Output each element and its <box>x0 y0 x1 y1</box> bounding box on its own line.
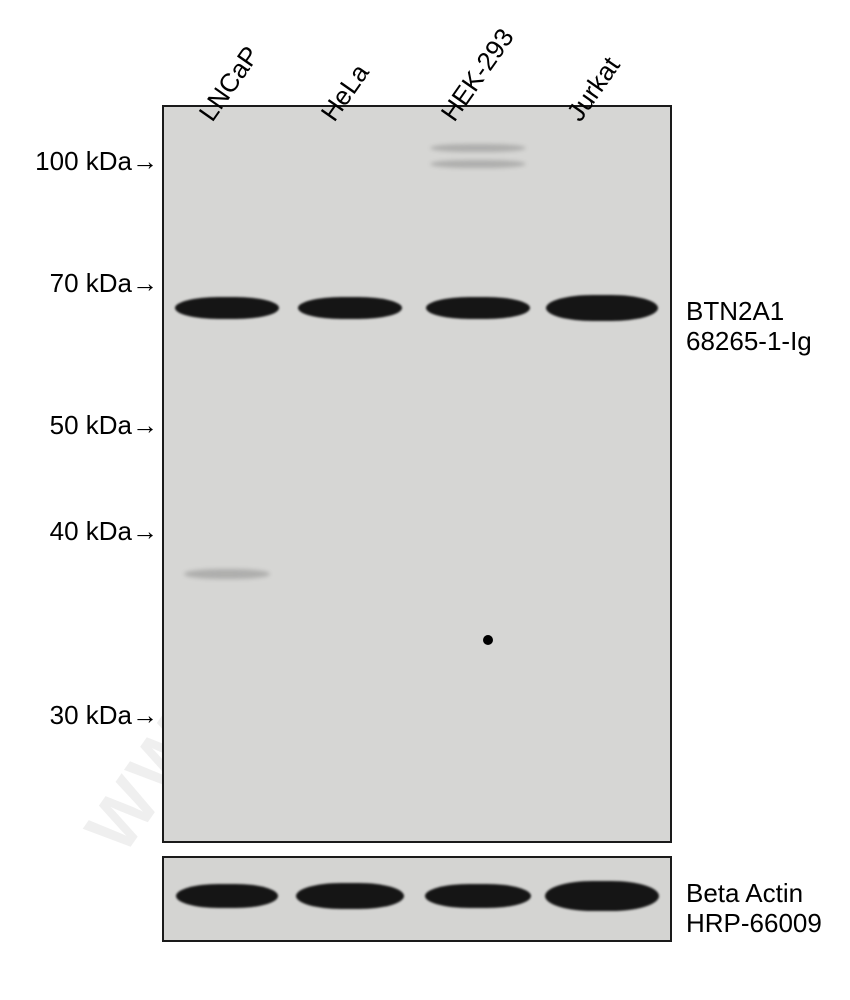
marker-label: 50 kDa→ <box>50 410 158 441</box>
right-label: Beta Actin <box>686 878 803 909</box>
blot-band <box>296 883 404 909</box>
blot-band <box>298 297 402 319</box>
main-blot-panel <box>162 105 672 843</box>
blot-band <box>425 884 531 908</box>
blot-band <box>545 881 659 911</box>
blot-band <box>426 297 530 319</box>
right-label: BTN2A1 <box>686 296 784 327</box>
blot-band <box>175 297 279 319</box>
artifact-spot <box>483 635 493 645</box>
blot-band <box>430 144 526 152</box>
right-label: 68265-1-Ig <box>686 326 812 357</box>
marker-label: 30 kDa→ <box>50 700 158 731</box>
blot-band <box>430 160 526 168</box>
blot-band <box>184 569 270 579</box>
marker-label: 70 kDa→ <box>50 268 158 299</box>
blot-band <box>546 295 658 321</box>
marker-label: 40 kDa→ <box>50 516 158 547</box>
blot-band <box>176 884 278 908</box>
marker-label: 100 kDa→ <box>35 146 158 177</box>
blot-figure: WWW.PTGLAB.COM LNCaPHeLaHEK-293Jurkat 10… <box>0 0 850 1000</box>
right-label: HRP-66009 <box>686 908 822 939</box>
